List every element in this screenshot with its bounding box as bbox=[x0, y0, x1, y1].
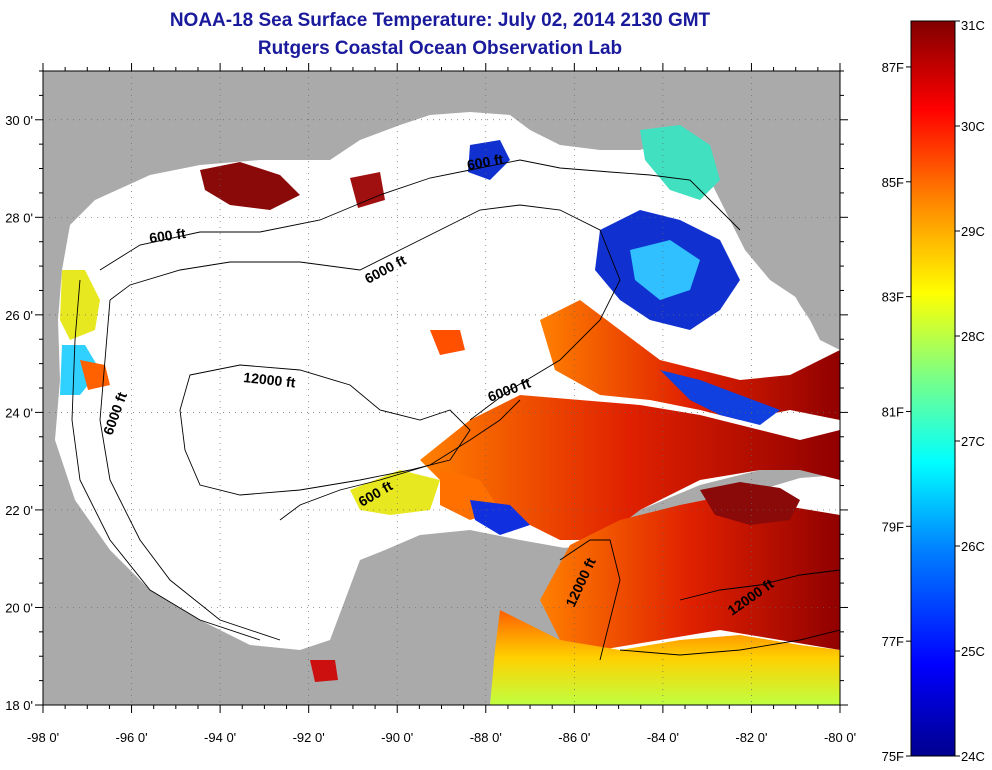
longitude-label: -96 0' bbox=[115, 730, 147, 745]
latitude-labels: 30 0' 28 0' 26 0' 24 0' 22 0' 20 0' 18 0' bbox=[5, 113, 33, 713]
colorbar-fahrenheit-label: 79F bbox=[882, 519, 904, 534]
bathymetry-contours bbox=[71, 159, 840, 661]
sst-data bbox=[60, 125, 840, 705]
colorbar-celsius-label: 24C bbox=[961, 749, 985, 764]
longitude-label: -98 0' bbox=[27, 730, 59, 745]
contour-6000ft-central bbox=[279, 399, 521, 521]
latitude-label: 18 0' bbox=[5, 698, 33, 713]
colorbar-gradient bbox=[910, 20, 956, 757]
contour-600ft-west bbox=[71, 279, 261, 641]
contour-label: 600 ft bbox=[466, 151, 505, 173]
colorbar-celsius-label: 30C bbox=[961, 119, 985, 134]
latitude-label: 26 0' bbox=[5, 308, 33, 323]
contour-label: 12000 ft bbox=[243, 369, 297, 390]
latitude-label: 30 0' bbox=[5, 113, 33, 128]
contour-12000ft-east bbox=[559, 539, 621, 661]
axis-ticks bbox=[35, 63, 848, 713]
colorbar-fahrenheit-label: 85F bbox=[882, 175, 904, 190]
contour-600ft-north bbox=[99, 159, 741, 271]
contour-12000ft-caribbean bbox=[679, 569, 840, 601]
colorbar-celsius-label: 26C bbox=[961, 539, 985, 554]
latitude-label: 22 0' bbox=[5, 503, 33, 518]
florida-peninsula bbox=[725, 71, 840, 345]
map-subtitle: Rutgers Coastal Ocean Observation Lab bbox=[257, 38, 623, 59]
colorbar-celsius-label: 31C bbox=[961, 18, 985, 33]
colorbar-fahrenheit-label: 87F bbox=[882, 60, 904, 75]
colorbar-fahrenheit-label: 77F bbox=[882, 634, 904, 649]
colorbar-celsius-label: 25C bbox=[961, 644, 985, 659]
lat-lon-grid bbox=[43, 71, 840, 705]
colorbar-celsius-label: 27C bbox=[961, 434, 985, 449]
latitude-label: 24 0' bbox=[5, 405, 33, 420]
longitude-label: -80 0' bbox=[824, 730, 856, 745]
colorbar-celsius-label: 28C bbox=[961, 329, 985, 344]
contour-6000ft-west bbox=[99, 299, 281, 641]
longitude-labels: -98 0' -96 0' -94 0' -92 0' -90 0' -88 0' -86 … bbox=[27, 730, 856, 745]
colorbar-celsius-label: 29C bbox=[961, 224, 985, 239]
colorbar-celsius-labels: 31C 30C 29C 28C 27C 26C 25C 24C bbox=[955, 18, 985, 764]
map-title: NOAA-18 Sea Surface Temperature: July 02… bbox=[169, 10, 711, 31]
longitude-label: -90 0' bbox=[381, 730, 413, 745]
colorbar-fahrenheit-labels: 87F 85F 83F 81F 79F 77F 75F bbox=[882, 60, 911, 764]
longitude-label: -84 0' bbox=[647, 730, 679, 745]
latitude-label: 20 0' bbox=[5, 600, 33, 615]
contour-caribbean-2 bbox=[619, 629, 840, 656]
longitude-label: -86 0' bbox=[558, 730, 590, 745]
longitude-label: -82 0' bbox=[735, 730, 767, 745]
contour-label: 600 ft bbox=[148, 225, 187, 246]
latitude-label: 28 0' bbox=[5, 210, 33, 225]
longitude-label: -88 0' bbox=[470, 730, 502, 745]
contour-6000ft-north bbox=[109, 204, 621, 421]
colorbar-fahrenheit-label: 83F bbox=[882, 290, 904, 305]
colorbar-fahrenheit-label: 81F bbox=[882, 404, 904, 419]
longitude-label: -92 0' bbox=[293, 730, 325, 745]
colorbar-fahrenheit-label: 75F bbox=[882, 749, 904, 764]
contour-12000ft bbox=[179, 364, 471, 496]
longitude-label: -94 0' bbox=[204, 730, 236, 745]
